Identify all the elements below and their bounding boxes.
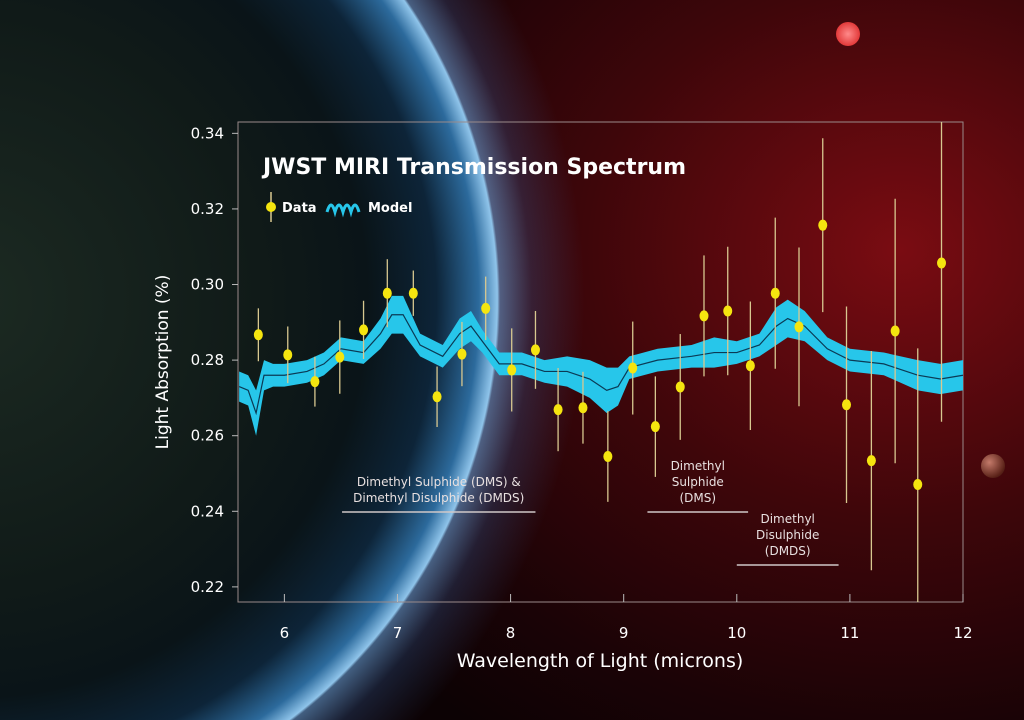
data-point xyxy=(481,302,491,314)
legend-data-label: Data xyxy=(282,201,317,216)
red-star-illustration xyxy=(836,22,860,46)
small-planet-illustration xyxy=(981,454,1005,478)
data-point xyxy=(842,399,852,411)
data-point xyxy=(578,402,588,414)
annotation-label: Dimethyl Sulphide (DMS) & xyxy=(357,475,521,489)
annotation-label: Dimethyl xyxy=(671,459,725,473)
data-point xyxy=(408,287,418,299)
data-point xyxy=(507,364,517,376)
data-point xyxy=(675,381,685,393)
data-point xyxy=(253,329,263,341)
data-point xyxy=(745,360,755,372)
y-axis-label: Light Absorption (%) xyxy=(153,275,173,450)
legend-model-swatch xyxy=(325,203,361,218)
chart-title: JWST MIRI Transmission Spectrum xyxy=(261,155,686,180)
y-tick-label: 0.22 xyxy=(191,578,224,596)
data-point xyxy=(603,450,613,462)
x-tick-label: 9 xyxy=(619,624,629,642)
data-point xyxy=(723,305,733,317)
x-tick-label: 10 xyxy=(727,624,746,642)
annotation-label: (DMDS) xyxy=(765,544,811,558)
y-tick-label: 0.30 xyxy=(191,276,224,294)
data-point xyxy=(432,391,442,403)
data-point xyxy=(283,349,293,361)
data-point xyxy=(335,351,345,363)
y-tick-label: 0.26 xyxy=(191,427,224,445)
data-point xyxy=(699,310,709,322)
annotation-label: Dimethyl xyxy=(760,512,814,526)
data-point xyxy=(382,287,392,299)
legend-model-label: Model xyxy=(368,201,412,216)
data-point xyxy=(866,455,876,467)
y-tick-label: 0.28 xyxy=(191,351,224,369)
y-tick-label: 0.34 xyxy=(191,124,224,142)
data-point xyxy=(310,376,320,388)
data-point xyxy=(359,324,369,336)
y-tick-label: 0.32 xyxy=(191,200,224,218)
y-tick-label: 0.24 xyxy=(191,502,224,520)
data-point xyxy=(890,325,900,337)
data-point xyxy=(818,219,828,231)
data-point xyxy=(794,321,804,333)
annotation-label: Sulphide xyxy=(672,475,724,489)
annotation-label: (DMS) xyxy=(679,491,716,505)
legend: Data Model xyxy=(266,192,412,222)
data-point xyxy=(937,257,947,269)
data-point xyxy=(530,344,540,356)
data-point xyxy=(650,421,660,433)
model-band xyxy=(239,295,963,436)
x-tick-label: 8 xyxy=(506,624,516,642)
x-tick-label: 7 xyxy=(393,624,403,642)
x-tick-label: 11 xyxy=(840,624,859,642)
annotation-label: Disulphide xyxy=(756,528,819,542)
x-tick-label: 6 xyxy=(280,624,290,642)
x-axis-label: Wavelength of Light (microns) xyxy=(457,650,744,672)
legend-data-marker xyxy=(266,202,276,212)
annotation-label: Dimethyl Disulphide (DMDS) xyxy=(353,491,524,505)
data-point xyxy=(913,478,923,490)
data-point xyxy=(553,404,563,416)
data-point xyxy=(628,362,638,374)
data-point xyxy=(770,287,780,299)
x-tick-label: 12 xyxy=(953,624,972,642)
data-point xyxy=(457,348,467,360)
